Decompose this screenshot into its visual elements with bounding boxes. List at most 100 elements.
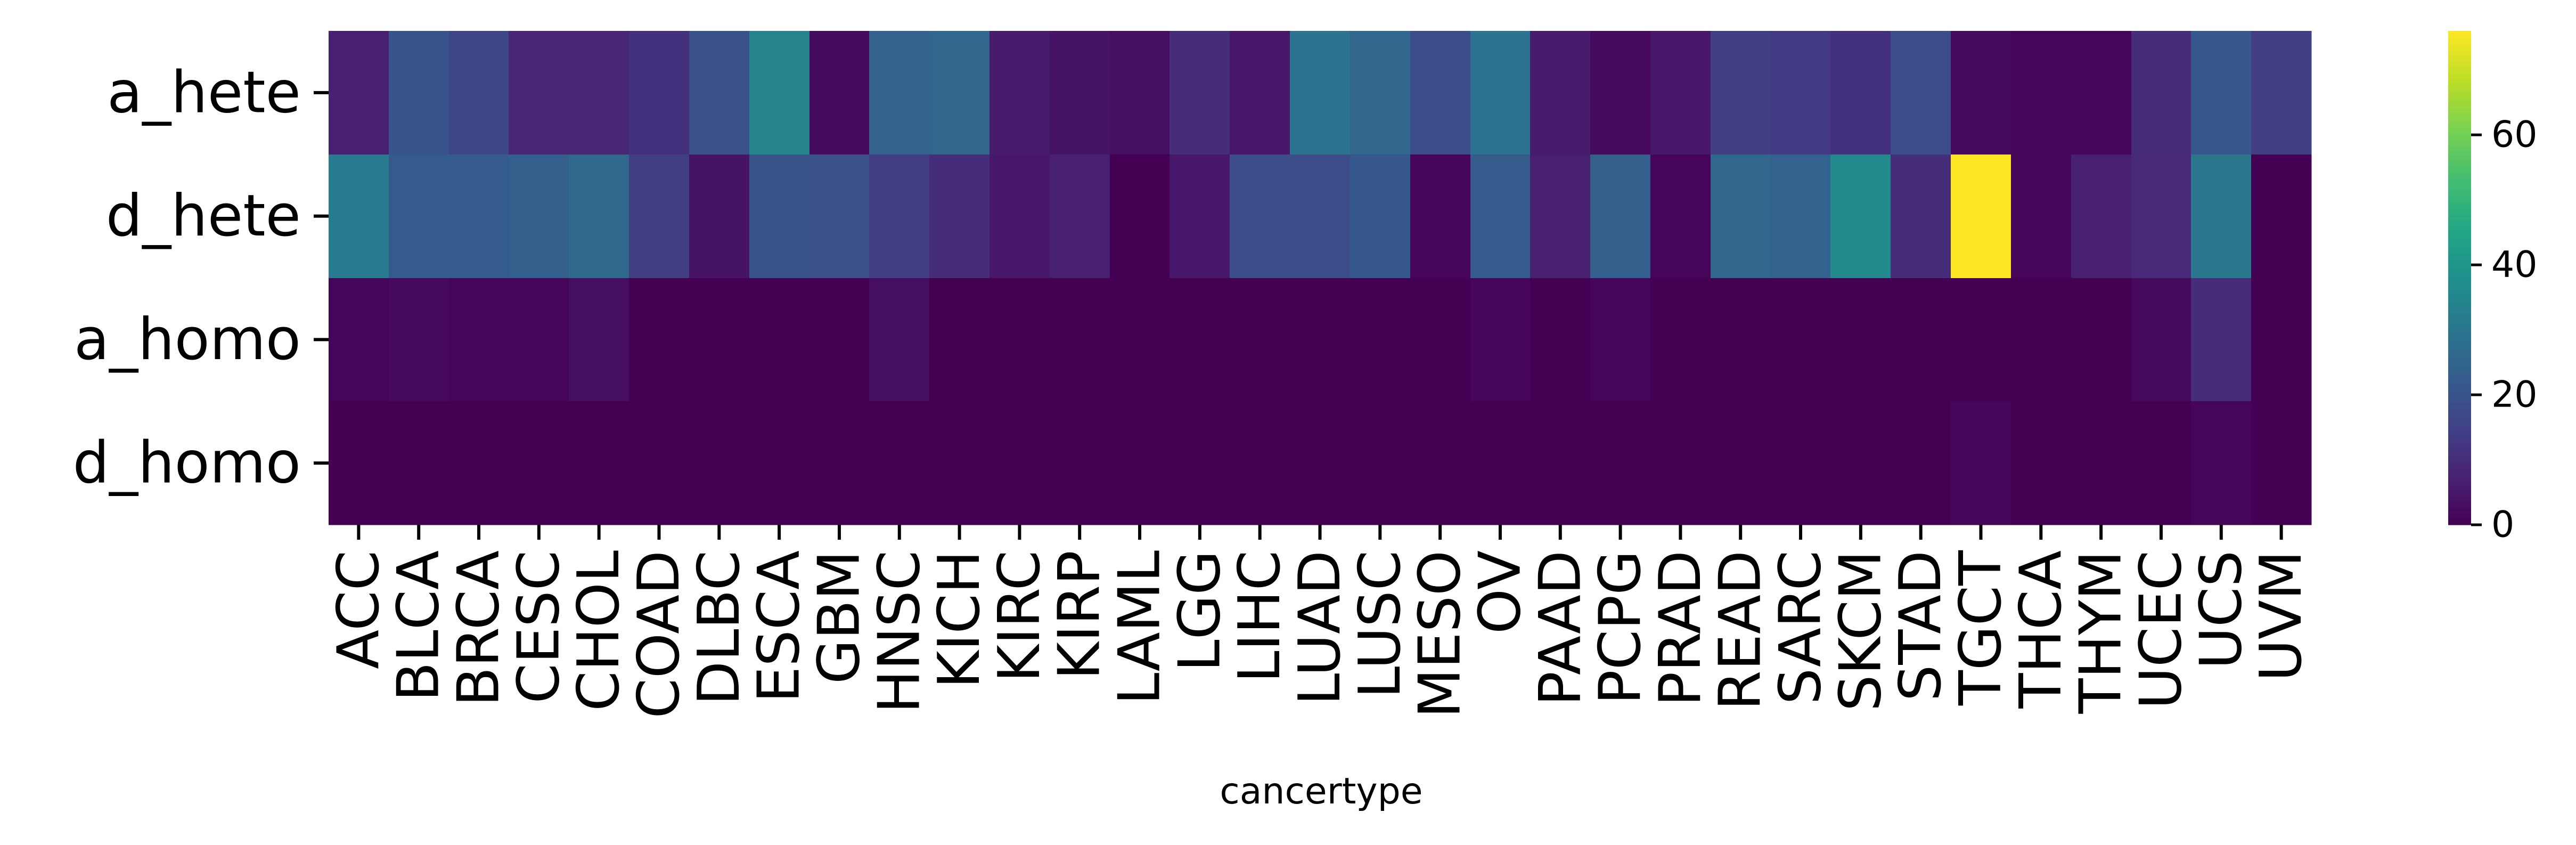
colorbar-tick-label: 60: [2491, 114, 2538, 156]
heatmap-cell-d_hete-DLBC: [689, 155, 750, 279]
heatmap-cell-d_hete-BLCA: [389, 155, 449, 279]
colorbar-segment: [2448, 399, 2471, 402]
colorbar-segment: [2448, 51, 2471, 54]
colorbar-segment: [2448, 221, 2471, 224]
x-tick-label: COAD: [626, 550, 692, 719]
heatmap-cell-d_homo-CESC: [509, 401, 569, 525]
colorbar-segment: [2448, 181, 2471, 184]
colorbar-segment: [2448, 110, 2471, 113]
colorbar-segment: [2448, 441, 2471, 444]
x-tick-label: TGCT: [1948, 550, 2014, 706]
colorbar-segment: [2448, 280, 2471, 283]
heatmap-cell-a_homo-BLCA: [389, 278, 449, 402]
heatmap-cell-d_hete-CHOL: [569, 155, 629, 279]
colorbar-segment: [2448, 240, 2471, 244]
heatmap-cell-a_homo-LIHC: [1230, 278, 1290, 402]
colorbar-segment: [2448, 512, 2471, 516]
colorbar-segment: [2448, 270, 2471, 273]
colorbar-segment: [2448, 490, 2471, 493]
colorbar-segment: [2448, 263, 2471, 266]
colorbar-segment: [2448, 102, 2471, 105]
colorbar-segment: [2448, 134, 2471, 137]
heatmap-cell-d_homo-ACC: [329, 401, 389, 525]
heatmap-cell-a_homo-DLBC: [689, 278, 750, 402]
colorbar-segment: [2448, 485, 2471, 489]
heatmap-cell-d_hete-GBM: [809, 155, 870, 279]
heatmap-cell-d_hete-HNSC: [869, 155, 930, 279]
colorbar-segment: [2448, 519, 2471, 523]
colorbar-segment: [2448, 332, 2471, 335]
colorbar-segment: [2448, 305, 2471, 308]
colorbar-segment: [2448, 80, 2471, 83]
heatmap-cell-d_homo-KIRP: [1050, 401, 1110, 525]
heatmap-cell-d_hete-ACC: [329, 155, 389, 279]
colorbar-segment: [2448, 379, 2471, 382]
colorbar-segment: [2448, 386, 2471, 389]
heatmap-cell-a_homo-READ: [1711, 278, 1771, 402]
heatmap-cell-d_hete-LUSC: [1350, 155, 1411, 279]
heatmap-cell-a_homo-CESC: [509, 278, 569, 402]
heatmap-cell-d_hete-LGG: [1170, 155, 1230, 279]
colorbar-segment: [2448, 55, 2471, 59]
colorbar-segment: [2448, 129, 2471, 133]
colorbar-segment: [2448, 295, 2471, 298]
colorbar-segment: [2448, 179, 2471, 182]
x-tick-label: KIRP: [1046, 550, 1113, 680]
colorbar-segment: [2448, 112, 2471, 116]
heatmap-cell-d_hete-LAML: [1110, 155, 1170, 279]
x-axis: ACCBLCABRCACESCCHOLCOADDLBCESCAGBMHNSCKI…: [325, 525, 2315, 719]
colorbar-segment: [2448, 166, 2471, 170]
heatmap-cell-a_homo-BRCA: [449, 278, 509, 402]
colorbar-segment: [2448, 329, 2471, 333]
heatmap-cell-d_homo-HNSC: [869, 401, 930, 525]
heatmap-cell-d_homo-READ: [1711, 401, 1771, 525]
heatmap-cell-d_hete-THCA: [2011, 155, 2072, 279]
heatmap-cell-a_hete-PRAD: [1650, 31, 1711, 155]
colorbar-segment: [2448, 517, 2471, 521]
heatmap-cell-a_hete-LUAD: [1290, 31, 1351, 155]
colorbar-segment: [2448, 483, 2471, 486]
colorbar-segment: [2448, 507, 2471, 510]
colorbar-segment: [2448, 201, 2471, 205]
colorbar-segment: [2448, 142, 2471, 145]
colorbar-segment: [2448, 458, 2471, 461]
colorbar-segment: [2448, 374, 2471, 377]
colorbar-segment: [2448, 105, 2471, 108]
heatmap-cell-a_homo-KIRC: [989, 278, 1050, 402]
colorbar-segment: [2448, 48, 2471, 51]
heatmap-cell-a_hete-LIHC: [1230, 31, 1290, 155]
colorbar-segment: [2448, 169, 2471, 172]
heatmap-cell-d_homo-DLBC: [689, 401, 750, 525]
colorbar-segment: [2448, 428, 2471, 432]
heatmap-cell-d_hete-TGCT: [1951, 155, 2011, 279]
colorbar-tick-label: 20: [2491, 374, 2538, 416]
heatmap-cell-a_hete-LGG: [1170, 31, 1230, 155]
heatmap-cell-d_homo-STAD: [1891, 401, 1951, 525]
heatmap-cell-d_homo-LUAD: [1290, 401, 1351, 525]
x-tick-label: KICH: [926, 550, 993, 688]
heatmap-cell-a_homo-COAD: [629, 278, 690, 402]
x-tick-label: STAD: [1887, 550, 1954, 701]
heatmap-cell-a_homo-LUAD: [1290, 278, 1351, 402]
colorbar-segment: [2448, 213, 2471, 217]
colorbar-segment: [2448, 430, 2471, 434]
colorbar-segment: [2448, 495, 2471, 498]
colorbar-segment: [2448, 290, 2471, 293]
colorbar-segment: [2448, 95, 2471, 98]
colorbar-segment: [2448, 448, 2471, 451]
colorbar-segment: [2448, 312, 2471, 315]
heatmap-cell-d_hete-SKCM: [1830, 155, 1891, 279]
colorbar-segment: [2448, 450, 2471, 454]
colorbar-segment: [2448, 90, 2471, 93]
heatmap-cell-a_hete-ESCA: [749, 31, 810, 155]
colorbar-segment: [2448, 186, 2471, 190]
colorbar-segment: [2448, 31, 2471, 34]
colorbar-segment: [2448, 255, 2471, 259]
heatmap-cell-a_hete-DLBC: [689, 31, 750, 155]
heatmap-cell-a_homo-ESCA: [749, 278, 810, 402]
x-tick-label: LUSC: [1347, 550, 1413, 698]
heatmap-cell-a_homo-UCEC: [2131, 278, 2191, 402]
heatmap-cell-a_homo-SKCM: [1830, 278, 1891, 402]
colorbar-segment: [2448, 78, 2471, 81]
heatmap-cell-a_hete-MESO: [1410, 31, 1471, 155]
